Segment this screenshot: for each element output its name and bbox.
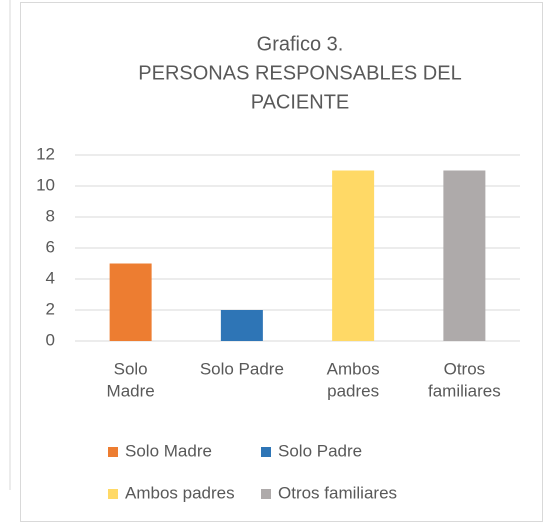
y-tick-label: 4 <box>46 268 55 287</box>
x-tick-label: Madre <box>107 381 155 400</box>
x-tick-label: padres <box>327 381 379 400</box>
bar <box>332 170 375 341</box>
y-tick-label: 2 <box>46 299 55 318</box>
y-tick-label: 8 <box>46 206 55 225</box>
legend-label: Solo Padre <box>278 441 362 460</box>
chart-title: Grafico 3. <box>257 33 344 55</box>
legend-label: Ambos padres <box>125 483 235 502</box>
x-tick-label: familiares <box>428 381 501 400</box>
y-tick-label: 10 <box>36 175 55 194</box>
legend-label: Solo Madre <box>125 441 212 460</box>
legend-swatch <box>108 447 118 457</box>
x-tick-label: Otros <box>444 359 486 378</box>
legend-swatch <box>261 447 271 457</box>
legend-swatch <box>261 489 271 499</box>
chart-title: PERSONAS RESPONSABLES DEL <box>138 62 461 84</box>
bar <box>109 263 152 341</box>
x-tick-label: Solo <box>114 359 148 378</box>
chart-title: PACIENTE <box>251 91 350 113</box>
y-tick-label: 6 <box>46 237 55 256</box>
bar <box>443 170 486 341</box>
y-tick-label: 0 <box>46 330 55 349</box>
y-tick-label: 12 <box>36 144 55 163</box>
legend-label: Otros familiares <box>278 483 397 502</box>
legend-swatch <box>108 489 118 499</box>
x-tick-label: Solo Padre <box>200 359 284 378</box>
x-tick-label: Ambos <box>327 359 380 378</box>
bar <box>220 310 263 341</box>
